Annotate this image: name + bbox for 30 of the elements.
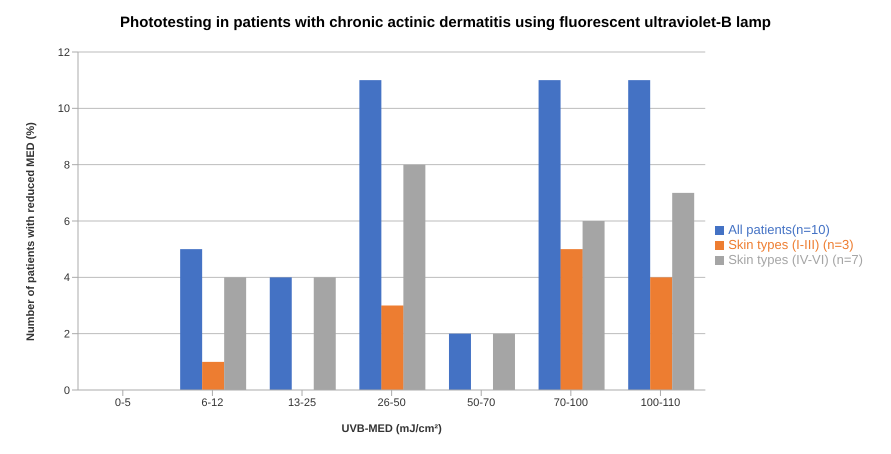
- bar: [448, 334, 471, 390]
- x-tick-label: 13-25: [288, 396, 316, 409]
- x-tick-label: 6-12: [201, 396, 224, 409]
- bar: [202, 362, 224, 390]
- x-axis-title: UVB-MED (mJ/cm²): [342, 423, 442, 435]
- bar: [650, 277, 672, 390]
- y-tick-label: 10: [58, 103, 70, 116]
- bar: [180, 249, 202, 390]
- legend-label: All patients(n=10): [728, 222, 830, 236]
- y-tick-label: 6: [64, 216, 70, 228]
- legend-label: Skin types (IV-VI) (n=7): [728, 252, 863, 266]
- x-tick-label: 26-50: [378, 396, 406, 409]
- y-tick-label: 0: [64, 384, 70, 397]
- bar: [359, 80, 382, 390]
- x-tick-label: 70-100: [554, 396, 588, 409]
- bar: [628, 80, 650, 390]
- bar: [560, 249, 583, 390]
- y-tick-label: 2: [64, 328, 70, 341]
- bar: [538, 80, 561, 390]
- bar: [381, 306, 404, 390]
- x-tick-label: 100-110: [640, 396, 680, 409]
- y-tick-label: 12: [58, 46, 70, 59]
- legend-label: Skin types (I-III) (n=3): [728, 236, 854, 252]
- x-tick-label: 50-70: [467, 396, 496, 409]
- y-tick-label: 8: [64, 160, 70, 172]
- y-axis-title: Number of patients with reduced MED (%): [24, 122, 37, 341]
- bar: [270, 277, 292, 390]
- x-tick-label: 0-5: [114, 396, 131, 409]
- chart-title: Phototesting in patients with chronic actinic dermatitis using fluorescent ultraviolet-B lamp: [119, 13, 772, 33]
- y-tick-label: 4: [64, 272, 70, 284]
